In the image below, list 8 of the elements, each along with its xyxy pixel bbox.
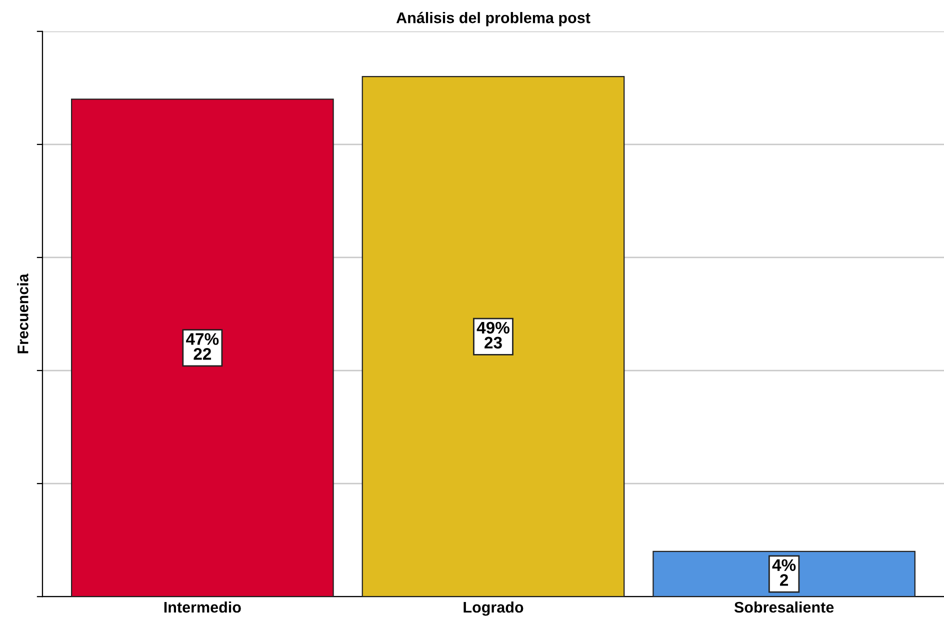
data-label: 4% 2 <box>772 559 796 586</box>
x-tick-label: Intermedio <box>164 601 241 613</box>
x-tick-label: Sobresaliente <box>734 601 834 613</box>
x-tick-label: Logrado <box>464 601 524 616</box>
y-axis-title: Frecuencia <box>17 274 28 354</box>
chart-title: Análisis del problema post <box>396 12 590 26</box>
data-label: 47% 22 <box>186 333 219 360</box>
data-label: 49% 23 <box>476 322 510 349</box>
